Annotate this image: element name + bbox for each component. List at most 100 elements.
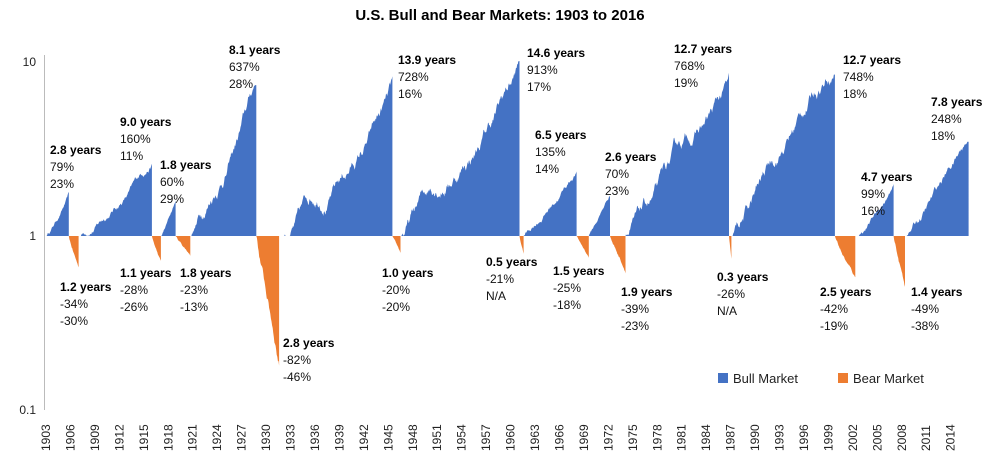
- total-change-label: 637%: [229, 60, 260, 74]
- bull-market-label: 6.5 years 135% 14%: [535, 128, 587, 176]
- annualized-label: 28%: [229, 77, 253, 91]
- annualized-label: 23%: [50, 177, 74, 191]
- bear-market-area: [576, 236, 589, 258]
- annualized-label: -26%: [120, 300, 148, 314]
- bull-market-area: [588, 195, 610, 236]
- duration-label: 8.1 years: [229, 43, 281, 57]
- total-change-label: 913%: [527, 63, 558, 77]
- market-labels: 2.8 years 79% 23% 1.2 years -34% -30% 9.0 year…: [50, 42, 983, 384]
- total-change-label: -20%: [382, 283, 410, 297]
- x-tick-label: 1966: [552, 424, 566, 451]
- x-tick-label: 1987: [724, 424, 738, 451]
- x-tick-label: 1993: [773, 424, 787, 451]
- chart-title: U.S. Bull and Bear Markets: 1903 to 2016: [355, 7, 644, 24]
- x-tick-label: 1933: [284, 424, 298, 451]
- duration-label: 14.6 years: [527, 46, 585, 60]
- bear-market-area: [729, 236, 732, 259]
- x-tick-label: 1984: [699, 424, 713, 451]
- x-tick-label: 2005: [870, 424, 884, 451]
- x-tick-label: 1939: [332, 424, 346, 451]
- y-axis-ticks: 10 1 0.1: [19, 55, 36, 417]
- total-change-label: 248%: [931, 112, 962, 126]
- bull-market-label: 7.8 years 248% 18%: [931, 95, 983, 143]
- bear-market-area: [68, 236, 79, 268]
- duration-label: 0.5 years: [486, 255, 538, 269]
- bull-market-label: 8.1 years 637% 28%: [229, 43, 281, 91]
- x-tick-label: 1975: [626, 424, 640, 451]
- total-change-label: -82%: [283, 353, 311, 367]
- x-tick-label: 1930: [259, 424, 273, 451]
- total-change-label: -49%: [911, 302, 939, 316]
- annualized-label: 18%: [931, 129, 955, 143]
- bull-market-label: 13.9 years 728% 16%: [398, 53, 456, 101]
- bull-market-area: [905, 141, 969, 236]
- annualized-label: 11%: [120, 149, 143, 163]
- x-tick-label: 1996: [797, 424, 811, 451]
- bear-market-label: 1.5 years -25% -18%: [553, 264, 605, 312]
- annualized-label: -18%: [553, 298, 581, 312]
- bull-market-area: [523, 171, 577, 236]
- bear-market-label: 2.8 years -82% -46%: [283, 336, 335, 384]
- total-change-label: 728%: [398, 70, 429, 84]
- total-change-label: 135%: [535, 145, 566, 159]
- duration-label: 1.9 years: [621, 285, 673, 299]
- bear-market-label: 1.0 years -20% -20%: [382, 266, 434, 314]
- annualized-label: 16%: [398, 87, 422, 101]
- bull-market-label: 12.7 years 748% 18%: [843, 53, 901, 101]
- x-tick-label: 1918: [161, 424, 175, 451]
- x-tick-label: 1999: [821, 424, 835, 451]
- total-change-label: 60%: [160, 175, 184, 189]
- bull-market-label: 14.6 years 913% 17%: [527, 46, 585, 94]
- bear-market-label: 1.9 years -39% -23%: [621, 285, 673, 333]
- x-tick-label: 1921: [186, 424, 200, 451]
- annualized-label: -46%: [283, 370, 311, 384]
- duration-label: 1.1 years: [120, 266, 172, 280]
- x-tick-label: 1903: [39, 424, 53, 451]
- total-change-label: -23%: [180, 283, 208, 297]
- x-tick-label: 1909: [88, 424, 102, 451]
- annualized-label: 29%: [160, 192, 184, 206]
- bear-market-area: [893, 236, 905, 287]
- duration-label: 0.3 years: [717, 270, 769, 284]
- bull-market-area: [731, 74, 835, 236]
- bear-market-area: [256, 236, 280, 366]
- total-change-label: -25%: [553, 281, 581, 295]
- x-tick-label: 1972: [601, 424, 615, 451]
- x-tick-label: 2002: [846, 424, 860, 451]
- total-change-label: 748%: [843, 70, 874, 84]
- duration-label: 1.4 years: [911, 285, 963, 299]
- total-change-label: 79%: [50, 160, 74, 174]
- bull-market-label: 12.7 years 768% 19%: [674, 42, 732, 90]
- duration-label: 9.0 years: [120, 115, 172, 129]
- legend-bull: Bull Market: [733, 371, 798, 386]
- x-tick-label: 1981: [675, 424, 689, 451]
- bear-market-label: 1.4 years -49% -38%: [911, 285, 963, 333]
- annualized-label: -13%: [180, 300, 208, 314]
- bull-market-area: [279, 76, 393, 236]
- x-tick-label: 1924: [210, 424, 224, 451]
- annualized-label: -38%: [911, 319, 939, 333]
- duration-label: 2.6 years: [605, 150, 657, 164]
- duration-label: 1.8 years: [180, 266, 232, 280]
- bull-market-label: 2.8 years 79% 23%: [50, 143, 102, 191]
- bear-market-area: [151, 236, 161, 261]
- bear-market-label: 1.8 years -23% -13%: [180, 266, 232, 314]
- annualized-label: 16%: [861, 204, 885, 218]
- total-change-label: -34%: [60, 297, 88, 311]
- x-tick-label: 1906: [63, 424, 77, 451]
- duration-label: 12.7 years: [674, 42, 732, 56]
- annualized-label: -20%: [382, 300, 410, 314]
- duration-label: 1.5 years: [553, 264, 605, 278]
- total-change-label: 160%: [120, 132, 151, 146]
- duration-label: 6.5 years: [535, 128, 587, 142]
- x-tick-label: 1927: [235, 424, 249, 451]
- bull-market-label: 1.8 years 60% 29%: [160, 158, 212, 206]
- y-tick-label: 0.1: [19, 403, 36, 417]
- x-tick-label: 1915: [137, 424, 151, 451]
- bear-market-area: [610, 236, 626, 274]
- bull-market-area: [855, 184, 894, 236]
- legend: Bull Market Bear Market: [718, 371, 924, 386]
- duration-label: 2.8 years: [50, 143, 102, 157]
- x-tick-label: 1954: [455, 424, 469, 451]
- market-areas: [46, 61, 969, 366]
